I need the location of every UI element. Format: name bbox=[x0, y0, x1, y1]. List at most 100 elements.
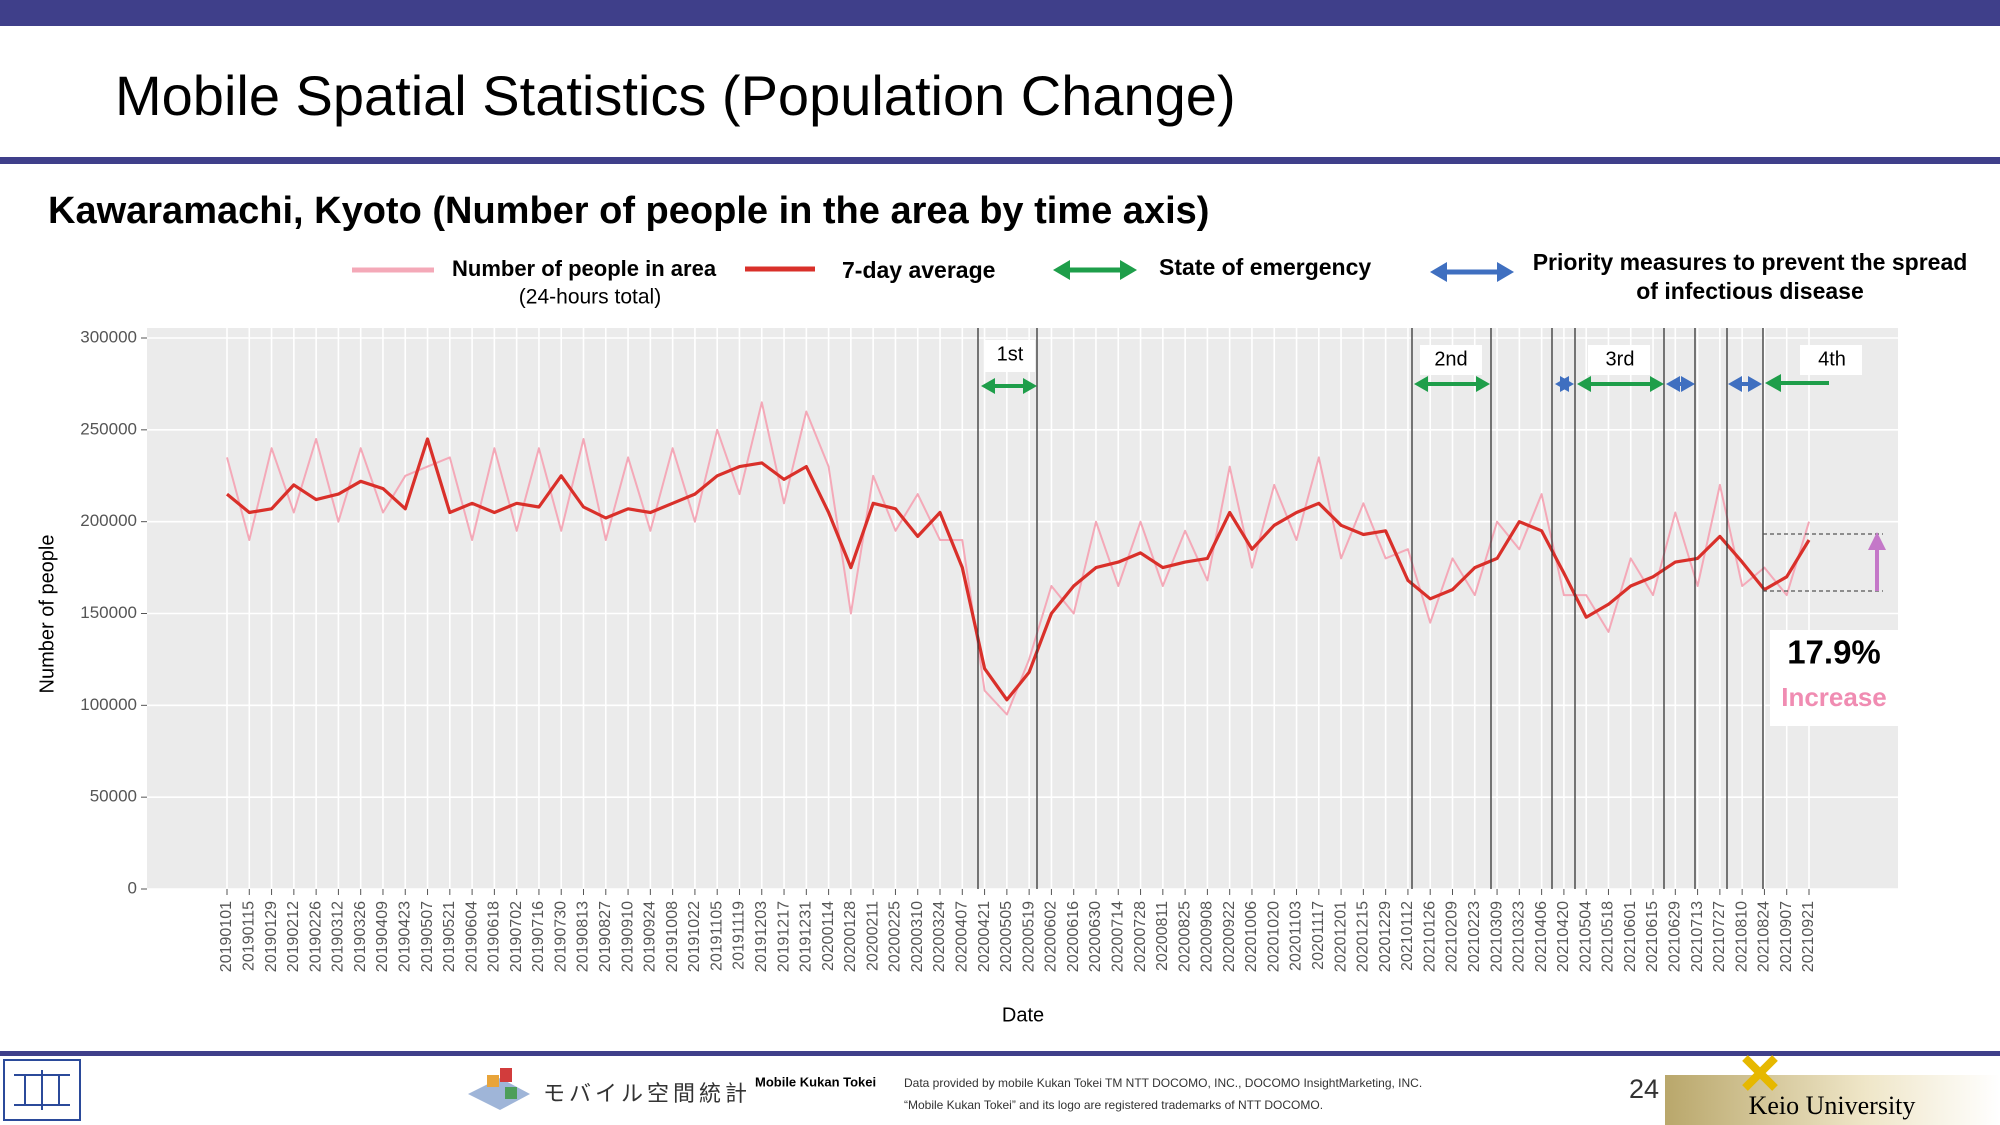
y-tick-label: 50000 bbox=[90, 787, 137, 806]
period-label-boxes bbox=[985, 340, 1862, 375]
x-tick-label: 20210824 bbox=[1756, 901, 1773, 972]
grid: 0 50000 100000 150000 200000 250000 300000 2019… bbox=[80, 327, 1898, 972]
x-tick-label: 20190212 bbox=[285, 901, 302, 972]
y-tick-label: 0 bbox=[128, 878, 137, 897]
x-tick-label: 20210810 bbox=[1733, 901, 1750, 972]
x-tick-label: 20190101 bbox=[218, 901, 235, 972]
period-label: 2nd bbox=[1434, 348, 1467, 370]
y-tick-label: 100000 bbox=[80, 695, 137, 714]
x-tick-label: 20200114 bbox=[820, 901, 837, 971]
x-tick-label: 20191231 bbox=[798, 901, 815, 972]
x-tick-label: 20201201 bbox=[1332, 901, 1349, 972]
legend-note: (24-hours total) bbox=[519, 286, 661, 309]
x-tick-label: 20191203 bbox=[753, 901, 770, 972]
university-name: Keio University bbox=[1749, 1091, 1916, 1120]
x-tick-label: 20210420 bbox=[1555, 901, 1572, 972]
x-tick-label: 20210518 bbox=[1600, 901, 1617, 972]
y-tick-label: 300000 bbox=[80, 327, 137, 346]
slide-title: Mobile Spatial Statistics (Population Ch… bbox=[115, 64, 1236, 127]
mobile-logo bbox=[468, 1068, 530, 1110]
x-tick-label: 20190813 bbox=[575, 901, 592, 972]
y-tick-label: 150000 bbox=[80, 603, 137, 622]
annotation-label: Increase bbox=[1781, 682, 1887, 712]
arrow-head bbox=[1765, 374, 1781, 392]
annotation-box bbox=[1770, 630, 1898, 726]
x-tick-label: 20190507 bbox=[419, 901, 436, 972]
x-tick-label: 20201215 bbox=[1355, 901, 1372, 972]
x-tick-label: 20200505 bbox=[998, 901, 1015, 972]
x-tick-label: 20191008 bbox=[664, 901, 681, 972]
arrow-head bbox=[1650, 376, 1664, 392]
x-tick-label: 20210907 bbox=[1778, 901, 1795, 972]
x-tick-label: 20210323 bbox=[1511, 901, 1528, 972]
x-tick-label: 20210504 bbox=[1577, 901, 1594, 972]
series-line bbox=[225, 437, 1811, 702]
arrow-head bbox=[1560, 376, 1574, 392]
x-tick-label: 20200519 bbox=[1020, 901, 1037, 972]
x-tick-label: 20210126 bbox=[1421, 901, 1438, 972]
arrow-head bbox=[1748, 376, 1762, 392]
x-tick-label: 20190326 bbox=[352, 901, 369, 972]
left-logo bbox=[3, 1059, 81, 1121]
footer-credit: Data provided by mobile Kukan Tokei TM N… bbox=[904, 1076, 1422, 1090]
x-tick-label: 20190716 bbox=[530, 901, 547, 972]
arrow-head bbox=[1728, 376, 1742, 392]
legend-arrow bbox=[1430, 262, 1514, 282]
x-tick-label: 20210209 bbox=[1444, 901, 1461, 972]
x-tick-label: 20190521 bbox=[441, 901, 458, 972]
x-tick-label: 20190827 bbox=[597, 901, 614, 972]
x-tick-label: 20200128 bbox=[842, 901, 859, 972]
x-tick-label: 20200616 bbox=[1065, 901, 1082, 972]
x-tick-label: 20190702 bbox=[508, 901, 525, 972]
top-bar bbox=[0, 0, 2000, 26]
x-tick-label: 20200324 bbox=[931, 901, 948, 972]
x-axis-title: Date bbox=[1002, 1004, 1044, 1026]
chart-title: Kawaramachi, Kyoto (Number of people in … bbox=[48, 190, 1209, 232]
legend-label: State of emergency bbox=[1159, 254, 1371, 280]
x-tick-label: 20190618 bbox=[486, 901, 503, 972]
arrow-head bbox=[1476, 376, 1490, 392]
title-rule bbox=[0, 157, 2000, 164]
x-tick-label: 20201117 bbox=[1310, 901, 1327, 970]
page-number: 24 bbox=[1629, 1074, 1659, 1104]
x-tick-label: 20210601 bbox=[1622, 901, 1639, 972]
x-tick-label: 20201006 bbox=[1243, 901, 1260, 972]
y-axis-title: Number of people bbox=[36, 535, 58, 694]
x-tick-label: 20191105 bbox=[708, 901, 725, 971]
legend-label-box: Priority measures to prevent the spread … bbox=[1532, 249, 1968, 304]
x-tick-label: 20200825 bbox=[1176, 901, 1193, 972]
x-tick-label: 20191217 bbox=[775, 901, 792, 972]
x-tick-label: 20210406 bbox=[1533, 901, 1550, 972]
period-label: 1st bbox=[997, 343, 1024, 365]
x-tick-label: 20200714 bbox=[1109, 901, 1126, 972]
x-tick-label: 20200922 bbox=[1221, 901, 1238, 972]
x-tick-label: 20191119 bbox=[731, 901, 748, 970]
legend-arrow bbox=[1053, 260, 1137, 280]
university-emblem bbox=[1742, 1055, 1778, 1091]
plot-panel bbox=[147, 328, 1898, 889]
x-tick-label: 20190924 bbox=[642, 901, 659, 972]
legend-label: Priority measures to prevent the spread … bbox=[1532, 249, 1968, 304]
series-layer bbox=[225, 401, 1811, 716]
footer-trademark: “Mobile Kukan Tokei” and its logo are re… bbox=[904, 1098, 1323, 1112]
x-tick-label: 20190730 bbox=[552, 901, 569, 972]
x-tick-label: 20190312 bbox=[330, 901, 347, 972]
increase-guides bbox=[1763, 533, 1883, 592]
arrow-head bbox=[1023, 378, 1037, 394]
university-banner bbox=[1665, 1075, 2000, 1125]
arrow-head bbox=[981, 378, 995, 394]
x-tick-label: 20190129 bbox=[263, 901, 280, 972]
x-tick-label: 20190226 bbox=[307, 901, 324, 972]
x-tick-label: 20200407 bbox=[954, 901, 971, 972]
logo-text: モバイル空間統計 bbox=[543, 1081, 751, 1106]
x-tick-label: 20200211 bbox=[864, 901, 881, 971]
period-lines bbox=[977, 328, 1764, 889]
x-tick-label: 20190409 bbox=[374, 901, 391, 972]
x-tick-label: 20200310 bbox=[909, 901, 926, 972]
annotation-value: 17.9% bbox=[1787, 634, 1881, 671]
x-tick-label: 20210713 bbox=[1689, 901, 1706, 972]
x-tick-label: 20190423 bbox=[396, 901, 413, 972]
y-tick-label: 200000 bbox=[80, 511, 137, 530]
